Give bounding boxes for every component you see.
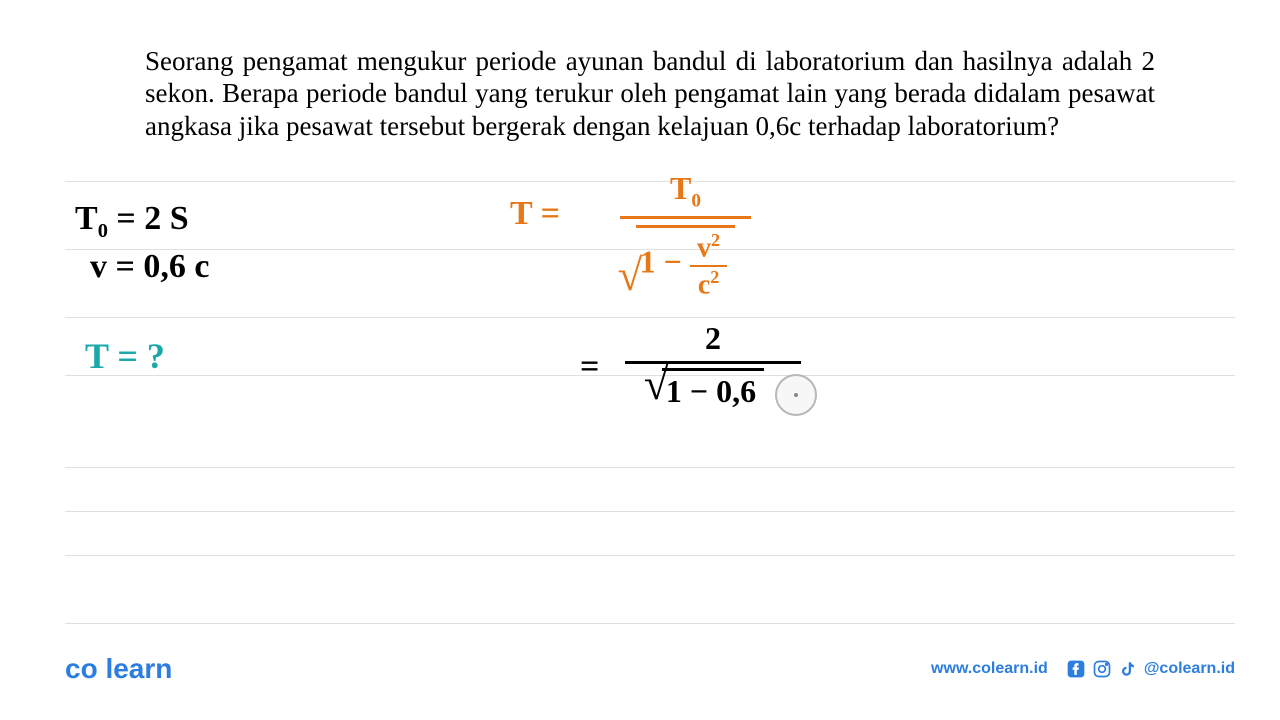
rule-line [65,623,1235,624]
social-icons: @colearn.id [1066,659,1235,679]
denom-minus: − [664,244,682,280]
rule-line [65,467,1235,468]
given-v: v = 0,6 c [90,248,209,286]
question-text: Seorang pengamat mengukur periode ayunan… [145,45,1155,142]
sub-denom: 1 − 0,6 [662,368,764,410]
formula-fraction: T0 √ 1 − v2 c2 [620,170,751,301]
rule-line [65,555,1235,556]
v-sup: 2 [711,230,720,250]
c-var: c [698,269,710,300]
facebook-icon[interactable] [1066,659,1086,679]
v-var: v [697,233,711,264]
cursor-indicator [775,374,817,416]
cursor-dot [794,393,798,397]
footer: co learn www.colearn.id @colearn.id [65,653,1235,685]
instagram-icon[interactable] [1092,659,1112,679]
t0-value: = 2 S [108,200,189,237]
unknown-t: T = ? [85,335,165,377]
tiktok-icon[interactable] [1118,659,1138,679]
var-t0: T [75,200,98,237]
formula-lhs: T = [510,195,560,233]
rule-line [65,317,1235,318]
formula-num-t: T [670,170,691,206]
footer-links: www.colearn.id @colearn.id [931,659,1235,679]
rule-line [65,511,1235,512]
formula-num-sub: 0 [691,190,701,211]
sub-eq: = [580,348,599,386]
sub-zero: 0 [98,220,108,242]
brand-logo: co learn [65,653,172,685]
given-t0: T0 = 2 S [75,200,189,243]
social-handle[interactable]: @colearn.id [1144,660,1235,678]
c-sup: 2 [710,267,719,287]
website-link[interactable]: www.colearn.id [931,660,1048,678]
